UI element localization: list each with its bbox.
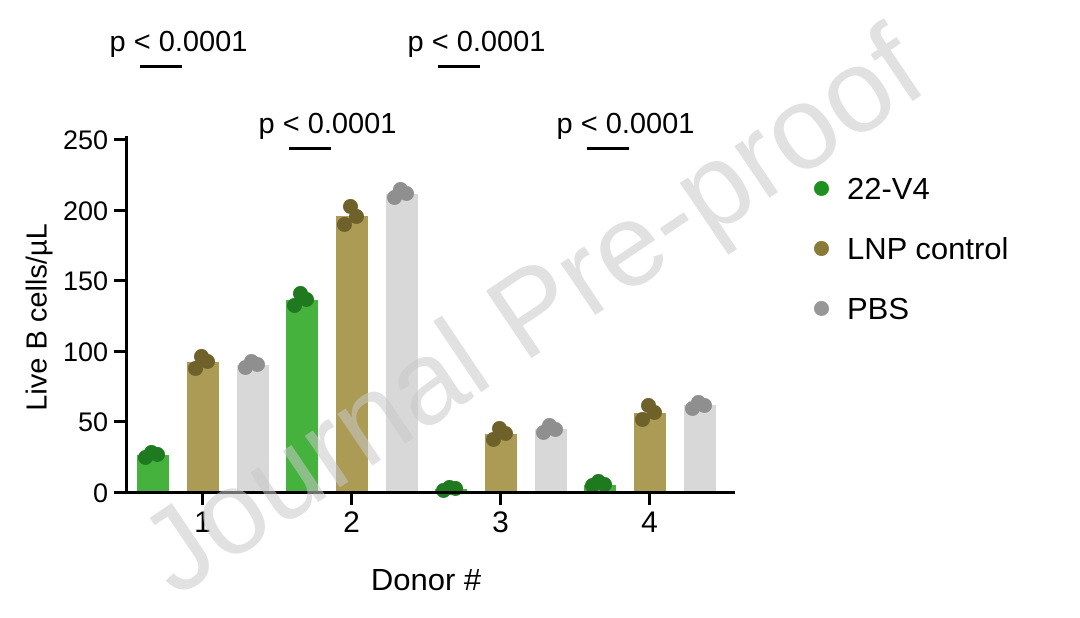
replicate-dot	[486, 431, 501, 447]
replicate-dot	[343, 198, 358, 214]
y-tick-label: 100	[62, 336, 108, 367]
replicate-dot	[591, 474, 606, 490]
significance-bar	[139, 65, 182, 68]
y-tick-label: 250	[62, 125, 108, 155]
p-value-text: p < 0.0001	[258, 108, 397, 140]
p-value-text: p < 0.0001	[109, 26, 248, 58]
x-tick-label: 3	[492, 506, 509, 539]
x-tick-mark	[499, 494, 502, 505]
legend: 22-V4 LNP control PBS	[814, 170, 1008, 327]
legend-dot-icon	[814, 301, 829, 316]
p-value-annotation: p < 0.0001	[516, 108, 736, 150]
legend-item-lnp-control: LNP control	[814, 230, 1008, 267]
p-value-text: p < 0.0001	[407, 26, 546, 58]
replicate-dot	[542, 417, 557, 433]
y-tick-label: 0	[92, 478, 108, 508]
replicate-dot	[287, 297, 302, 313]
replicate-dot	[244, 354, 259, 370]
p-value-annotation: p < 0.0001	[367, 26, 587, 68]
y-axis-title: Live B cells/µL	[21, 223, 54, 411]
y-tick-label: 150	[62, 266, 108, 297]
replicate-dot	[194, 348, 209, 364]
replicate-dot	[144, 444, 159, 460]
significance-bar	[437, 65, 480, 68]
p-value-annotation: p < 0.0001	[69, 26, 289, 68]
significance-bar	[586, 147, 629, 150]
y-tick-mark	[114, 420, 126, 424]
y-tick-label: 200	[62, 195, 108, 226]
y-axis-line	[125, 136, 128, 494]
legend-dot-icon	[814, 181, 829, 196]
x-tick-label: 1	[194, 506, 211, 539]
x-tick-label: 4	[641, 506, 658, 539]
x-tick-mark	[648, 494, 651, 505]
p-value-annotation: p < 0.0001	[218, 108, 438, 150]
legend-item-22-v4: 22-V4	[814, 170, 1008, 207]
bar-pbs-donor-2	[385, 193, 418, 493]
y-tick-mark	[114, 279, 126, 283]
y-tick-label: 50	[77, 407, 108, 438]
legend-label: LNP control	[847, 231, 1009, 266]
bar-lnp-control-donor-2	[335, 216, 368, 493]
legend-label: PBS	[847, 291, 910, 326]
y-tick-mark	[114, 138, 126, 141]
replicate-dot	[641, 397, 656, 413]
replicate-dot	[293, 286, 308, 302]
significance-bar	[288, 147, 331, 150]
legend-label: 22-V4	[847, 171, 930, 206]
legend-dot-icon	[814, 241, 829, 256]
replicate-dot	[635, 412, 650, 428]
x-axis-title: Donor #	[370, 562, 482, 597]
x-tick-mark	[350, 494, 353, 505]
bar-pbs-donor-3	[534, 429, 567, 493]
p-value-text: p < 0.0001	[556, 108, 695, 140]
legend-item-pbs: PBS	[814, 290, 1008, 327]
x-axis-line	[125, 491, 735, 494]
bar-pbs-donor-4	[683, 405, 716, 493]
x-tick-mark	[201, 494, 204, 505]
y-tick-mark	[114, 491, 126, 494]
replicate-dot	[337, 217, 352, 233]
replicate-dot	[393, 181, 408, 197]
replicate-dot	[188, 361, 203, 377]
replicate-dot	[691, 395, 706, 411]
bar-pbs-donor-1	[236, 364, 269, 493]
bar-lnp-control-donor-1	[186, 361, 219, 493]
replicate-dot	[492, 420, 507, 436]
x-tick-label: 2	[343, 506, 360, 539]
y-tick-mark	[114, 349, 126, 353]
y-tick-mark	[114, 208, 126, 212]
bar-22-v4-donor-2	[285, 299, 318, 493]
